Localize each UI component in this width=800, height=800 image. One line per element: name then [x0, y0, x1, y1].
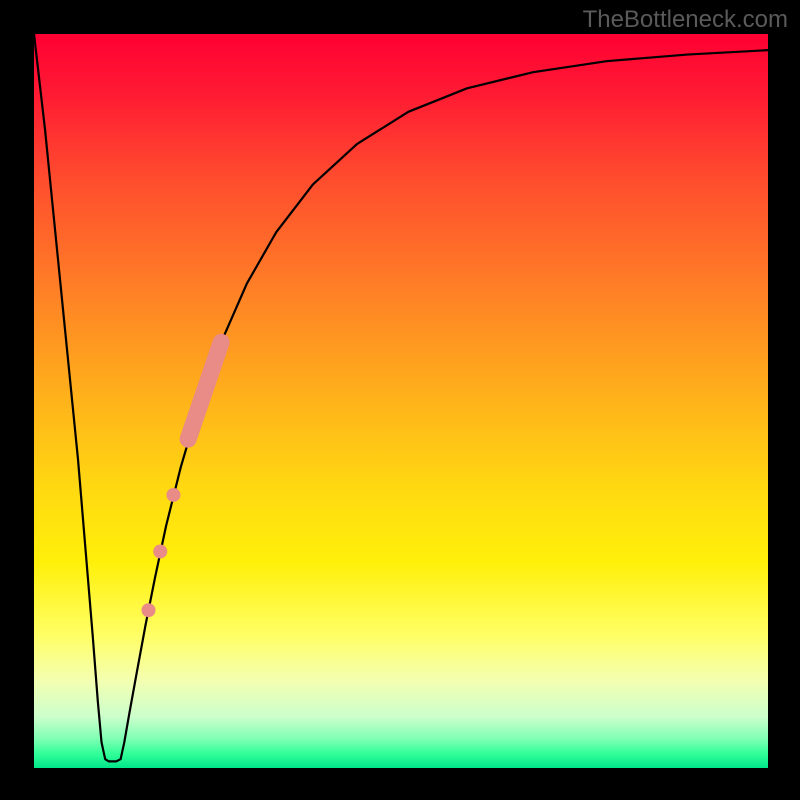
watermark-text: TheBottleneck.com	[583, 6, 788, 34]
chart-svg	[34, 34, 768, 768]
plot-area	[34, 34, 768, 768]
curve-marker-dot	[166, 488, 180, 502]
curve-marker-dot	[153, 544, 167, 558]
bottleneck-curve	[34, 34, 768, 761]
curve-marker-dot	[142, 603, 156, 617]
curve-highlight-band	[188, 342, 221, 439]
